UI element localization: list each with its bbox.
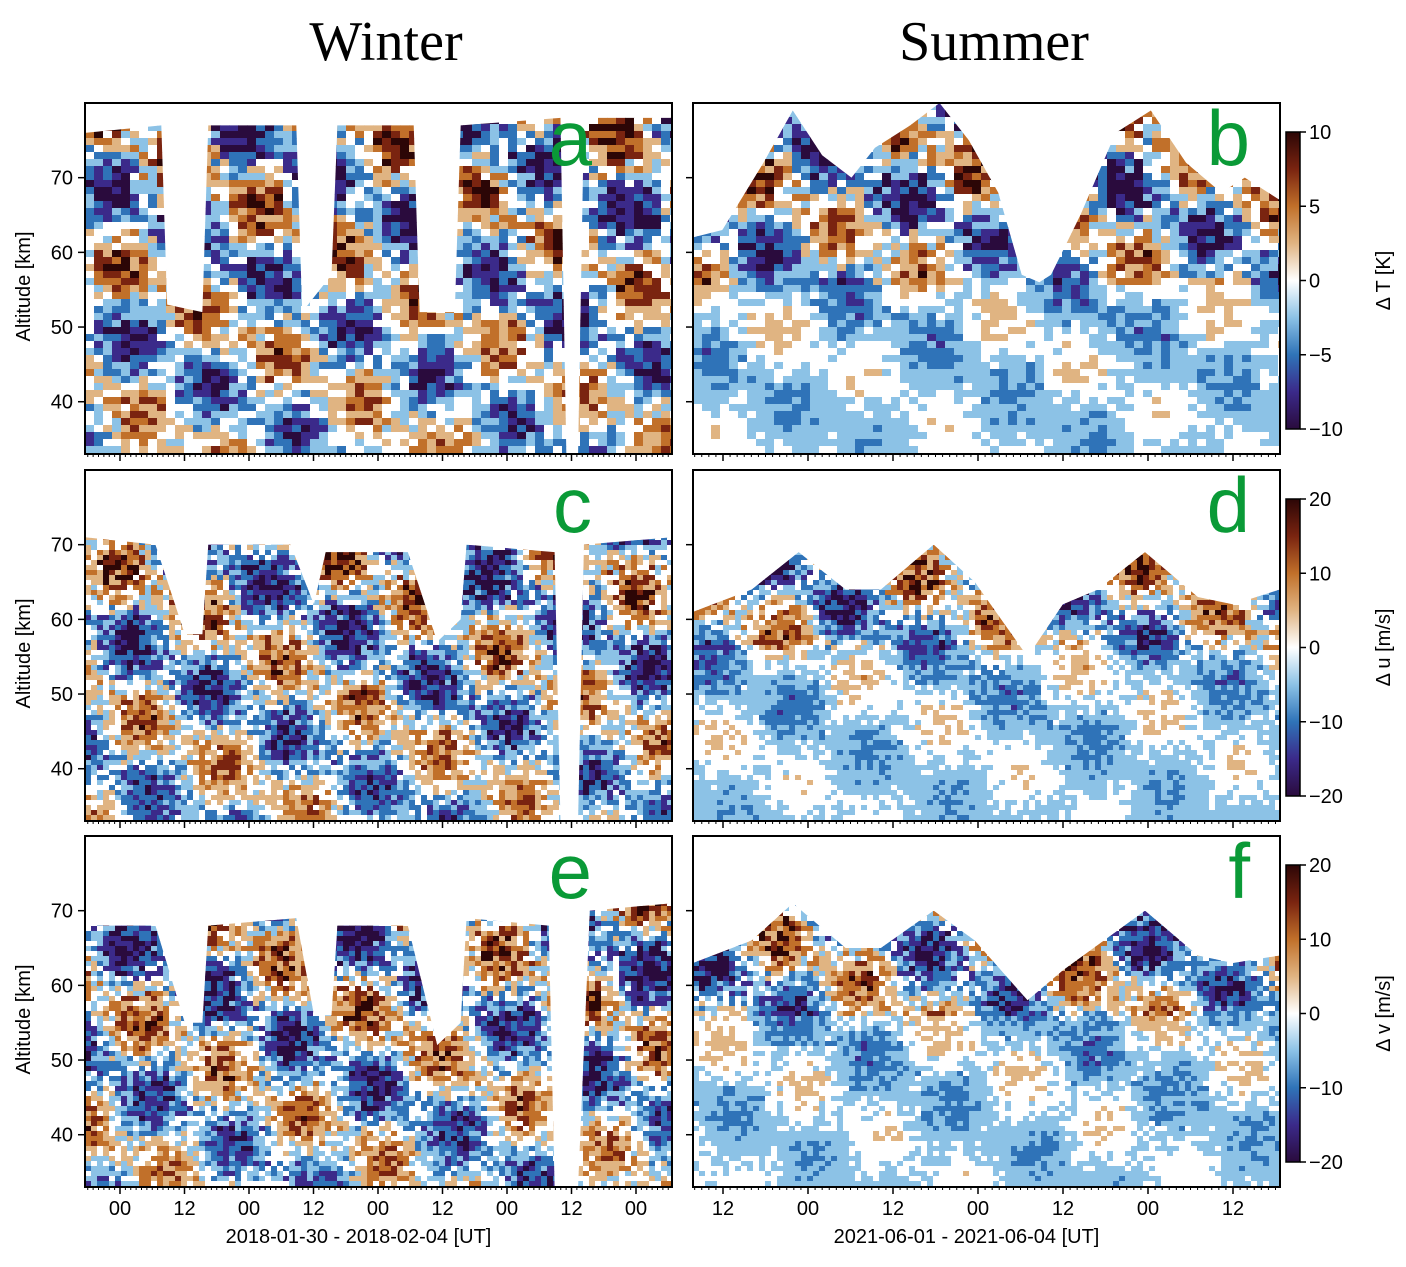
panel-letter-b: b [1207, 94, 1250, 182]
colorbar-label-f: Δ v [m/s] [1373, 975, 1395, 1052]
colorbar-gradient-f [1285, 864, 1301, 1163]
ylabel-e: Altitude [km] [13, 964, 35, 1074]
colorbar-b: 10 5 0 −5 −10 Δ T [K] [1285, 122, 1395, 441]
ytick-label-e-2: 60 [51, 975, 73, 997]
cbar-tick-label-b-3: −5 [1309, 345, 1332, 367]
xlabel-e: 2018-01-30 - 2018-02-04 [UT] [226, 1226, 492, 1248]
cbar-tick-label-f-4: −20 [1309, 1152, 1343, 1174]
cbar-tick-label-f-0: 20 [1309, 855, 1331, 877]
panel-letter-f: f [1228, 827, 1250, 915]
cbar-tick-label-d-0: 20 [1309, 489, 1331, 511]
cbar-tick-label-b-4: −10 [1309, 419, 1343, 441]
panel-frame-b [692, 102, 1281, 455]
xtick-label-e-4: 00 [367, 1198, 389, 1220]
panel-b: b 10 5 0 −5 −10 Δ T [K] [686, 94, 1395, 461]
ytick-label-c-2: 60 [51, 609, 73, 631]
cbar-tick-label-d-3: −10 [1309, 712, 1343, 734]
panel-c: 40 50 60 70 Altitude [km] c [13, 461, 673, 828]
ytick-label-a-2: 60 [51, 242, 73, 264]
cbar-tick-label-d-2: 0 [1309, 638, 1320, 660]
xtick-label-e-2: 00 [238, 1198, 260, 1220]
cbar-tick-label-b-2: 0 [1309, 271, 1320, 293]
xtick-label-f-6: 12 [1222, 1198, 1244, 1220]
cbar-tick-label-d-4: −20 [1309, 786, 1343, 808]
xtick-label-f-3: 00 [967, 1198, 989, 1220]
panel-d: d 20 10 0 −10 −20 Δ u [m/s] [686, 461, 1395, 828]
panel-letter-c: c [553, 461, 592, 549]
ylabel-a: Altitude [km] [13, 231, 35, 341]
cbar-tick-label-f-2: 0 [1309, 1004, 1320, 1026]
xtick-label-e-7: 12 [560, 1198, 582, 1220]
ytick-label-e-0: 40 [51, 1125, 73, 1147]
title-winter: Winter [309, 11, 463, 73]
colorbar-f: 20 10 0 −10 −20 Δ v [m/s] [1285, 855, 1395, 1174]
xtick-label-f-2: 12 [882, 1198, 904, 1220]
xtick-label-e-5: 12 [431, 1198, 453, 1220]
heatmap-f [693, 903, 1280, 1187]
panel-frame-f [692, 835, 1281, 1188]
ytick-label-a-1: 50 [51, 317, 73, 339]
title-summer: Summer [899, 11, 1089, 73]
xtick-label-f-4: 12 [1052, 1198, 1074, 1220]
xtick-label-e-8: 00 [625, 1198, 647, 1220]
cbar-tick-label-b-0: 10 [1309, 122, 1331, 144]
cbar-tick-label-f-1: 10 [1309, 929, 1331, 951]
xlabel-f: 2021-06-01 - 2021-06-04 [UT] [834, 1226, 1100, 1248]
panel-letter-e: e [549, 827, 592, 915]
xtick-label-e-0: 00 [109, 1198, 131, 1220]
ylabel-c: Altitude [km] [13, 598, 35, 708]
heatmap-b [693, 103, 1280, 454]
xtick-label-e-6: 00 [496, 1198, 518, 1220]
ytick-label-a-3: 70 [51, 168, 73, 190]
panel-f: 12 00 12 00 12 00 12 2021-06-01 - 2021-06-04 [U… [686, 827, 1395, 1248]
xtick-label-e-3: 12 [302, 1198, 324, 1220]
cbar-tick-label-b-1: 5 [1309, 196, 1320, 218]
cbar-tick-label-d-1: 10 [1309, 563, 1331, 585]
panel-frame-d [692, 469, 1281, 822]
ytick-label-a-0: 40 [51, 392, 73, 414]
colorbar-d: 20 10 0 −10 −20 Δ u [m/s] [1285, 489, 1395, 808]
heatmap-d [693, 544, 1280, 821]
ytick-label-e-3: 70 [51, 901, 73, 923]
panel-letter-a: a [549, 94, 593, 182]
ytick-label-c-0: 40 [51, 759, 73, 781]
cbar-tick-label-f-3: −10 [1309, 1078, 1343, 1100]
xtick-label-f-0: 12 [712, 1198, 734, 1220]
ytick-label-c-3: 70 [51, 535, 73, 557]
ytick-label-e-1: 50 [51, 1050, 73, 1072]
xtick-label-f-5: 00 [1137, 1198, 1159, 1220]
colorbar-label-d: Δ u [m/s] [1373, 609, 1395, 687]
panel-a: 40 50 60 70 Altitude [km] a [13, 94, 673, 461]
colorbar-gradient-b [1285, 131, 1301, 430]
panel-letter-d: d [1207, 461, 1250, 549]
xtick-label-f-1: 00 [797, 1198, 819, 1220]
colorbar-label-b: Δ T [K] [1373, 251, 1395, 311]
ytick-label-c-1: 50 [51, 684, 73, 706]
xtick-label-e-1: 12 [173, 1198, 195, 1220]
colorbar-gradient-d [1285, 498, 1301, 797]
